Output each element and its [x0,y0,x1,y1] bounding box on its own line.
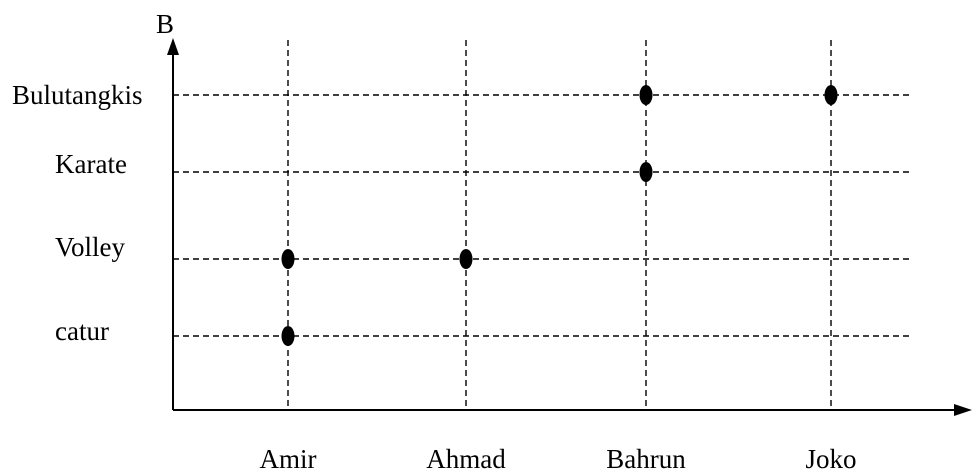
data-point-amir-catur [281,326,295,346]
data-point-amir-volley [281,249,295,269]
y-axis-label: B [156,9,174,39]
axes: B [156,9,972,416]
data-point-ahmad-volley [459,249,473,269]
y-tick-label-catur: catur [55,316,109,346]
data-points [281,85,838,346]
data-point-joko-bulutangkis [824,85,838,105]
x-tick-label-amir: Amir [260,444,317,473]
data-point-bahrun-karate [639,162,653,182]
grid-lines [173,40,910,410]
x-tick-label-bahrun: Bahrun [606,444,686,473]
y-axis-arrow-icon [167,38,179,55]
y-tick-label-karate: Karate [55,149,127,179]
tick-labels: Amir Ahmad Bahrun Joko catur Volley Karate Bulu… [12,80,857,473]
x-axis-arrow-icon [954,404,972,416]
data-point-bahrun-bulutangkis [639,85,653,105]
x-tick-label-joko: Joko [805,444,856,473]
y-tick-label-volley: Volley [55,232,126,262]
y-tick-label-bulutangkis: Bulutangkis [12,80,143,110]
x-tick-label-ahmad: Ahmad [426,444,506,473]
